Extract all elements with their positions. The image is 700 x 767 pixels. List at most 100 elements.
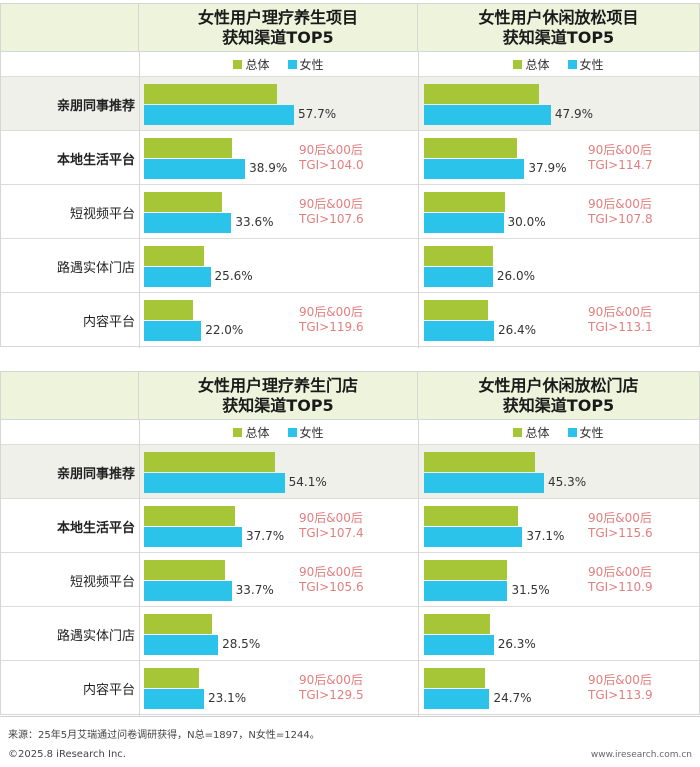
legend-item-female: 女性 bbox=[287, 424, 324, 441]
highlight-row-band bbox=[1, 444, 699, 498]
row-divider bbox=[1, 660, 699, 661]
bar-female bbox=[144, 105, 295, 125]
legend-item-female: 女性 bbox=[567, 424, 604, 441]
tgi-annotation-line: 90后&00后 bbox=[588, 511, 652, 525]
tgi-annotation-line: TGI>105.6 bbox=[299, 580, 364, 594]
chart-title-line: 获知渠道TOP5 bbox=[222, 395, 334, 415]
chart-title-line: 女性用户理疗养生门店 bbox=[197, 375, 358, 395]
bar-total bbox=[144, 84, 277, 104]
bar-female bbox=[424, 689, 490, 709]
category-label: 路遇实体门店 bbox=[56, 261, 135, 276]
bar-female bbox=[144, 321, 202, 341]
bar-female bbox=[424, 105, 551, 125]
bar-total bbox=[424, 300, 488, 320]
legend-swatch-total bbox=[233, 427, 243, 437]
legend-swatch-female bbox=[287, 59, 297, 69]
tgi-annotation: 90后&00后 TGI>129.5 bbox=[299, 673, 364, 703]
data-label: 31.5% bbox=[511, 583, 550, 597]
category-label: 本地生活平台 bbox=[56, 153, 135, 168]
category-label: 亲朋同事推荐 bbox=[56, 99, 135, 114]
footer-website: www.iresearch.com.cn bbox=[590, 750, 692, 760]
bar-female bbox=[144, 473, 285, 493]
legend-swatch-female bbox=[567, 59, 577, 69]
legend-swatch-female bbox=[287, 427, 297, 437]
bar-total bbox=[144, 452, 276, 472]
row-divider bbox=[1, 130, 699, 131]
bar-total bbox=[424, 452, 536, 472]
chart-legend: 总体 女性 bbox=[139, 420, 418, 444]
data-label: 33.6% bbox=[235, 215, 274, 229]
tgi-annotation: 90后&00后 TGI>113.1 bbox=[588, 305, 653, 335]
bar-total bbox=[144, 560, 225, 580]
bar-female bbox=[144, 581, 232, 601]
legend-label-female: 女性 bbox=[299, 57, 324, 72]
header-blank-cell bbox=[1, 372, 139, 420]
tgi-annotation-line: TGI>104.0 bbox=[299, 158, 364, 172]
legend-label-female: 女性 bbox=[579, 425, 604, 440]
legend-swatch-total bbox=[513, 427, 523, 437]
category-label: 内容平台 bbox=[82, 683, 135, 698]
data-label: 26.4% bbox=[497, 323, 537, 337]
category-label: 短视频平台 bbox=[69, 575, 135, 590]
tgi-annotation-line: TGI>114.7 bbox=[588, 158, 653, 172]
footer-source: 来源：25年5月艾瑞通过问卷调研获得，N总=1897，N女性=1244。 bbox=[8, 730, 320, 741]
chart-title-line: 获知渠道TOP5 bbox=[502, 27, 615, 47]
data-label: 45.3% bbox=[548, 475, 587, 489]
tgi-annotation-line: 90后&00后 bbox=[588, 143, 652, 157]
legend-swatch-total bbox=[233, 59, 243, 69]
legend-label-total: 总体 bbox=[525, 57, 550, 72]
tgi-annotation-line: TGI>113.9 bbox=[588, 688, 653, 702]
chart-title: 女性用户理疗养生项目 获知渠道TOP5 bbox=[139, 4, 418, 52]
legend-label-total: 总体 bbox=[245, 425, 270, 440]
data-label: 37.9% bbox=[528, 161, 567, 175]
tgi-annotation-line: TGI>129.5 bbox=[299, 688, 364, 702]
category-label: 短视频平台 bbox=[69, 207, 135, 222]
tgi-annotation-line: 90后&00后 bbox=[588, 565, 652, 579]
column-divider bbox=[418, 4, 419, 348]
bar-total bbox=[144, 138, 233, 158]
legend-swatch-total bbox=[513, 59, 523, 69]
column-divider bbox=[139, 372, 140, 716]
bar-total bbox=[144, 614, 212, 634]
bar-total bbox=[424, 506, 519, 526]
row-divider bbox=[1, 606, 699, 607]
data-label: 38.9% bbox=[249, 161, 288, 175]
legend-item-total: 总体 bbox=[233, 56, 270, 73]
tgi-annotation: 90后&00后 TGI>119.6 bbox=[299, 305, 364, 335]
data-label: 26.0% bbox=[496, 269, 536, 283]
bar-total bbox=[424, 560, 508, 580]
row-divider bbox=[1, 552, 699, 553]
highlight-row-band bbox=[1, 76, 699, 130]
legend-swatch-female bbox=[567, 427, 577, 437]
tgi-annotation-line: TGI>107.8 bbox=[588, 212, 653, 226]
bar-total bbox=[144, 246, 204, 266]
chart-title-line: 获知渠道TOP5 bbox=[222, 27, 334, 47]
row-divider bbox=[1, 444, 699, 445]
tgi-annotation: 90后&00后 TGI>107.6 bbox=[299, 197, 364, 227]
data-label: 23.1% bbox=[208, 691, 247, 705]
row-divider bbox=[1, 76, 699, 77]
bar-female bbox=[424, 527, 523, 547]
bar-female bbox=[424, 159, 525, 179]
bar-female bbox=[144, 689, 205, 709]
tgi-annotation-line: 90后&00后 bbox=[588, 673, 652, 687]
data-label: 33.7% bbox=[235, 583, 274, 597]
chart-title: 女性用户理疗养生门店 获知渠道TOP5 bbox=[139, 372, 418, 420]
tgi-annotation-line: 90后&00后 bbox=[299, 673, 363, 687]
chart-title: 女性用户休闲放松项目 获知渠道TOP5 bbox=[418, 4, 699, 52]
row-divider bbox=[1, 238, 699, 239]
bar-female bbox=[424, 473, 545, 493]
data-label: 54.1% bbox=[288, 475, 327, 489]
legend-item-total: 总体 bbox=[513, 56, 550, 73]
tgi-annotation-line: 90后&00后 bbox=[299, 305, 363, 319]
category-label: 本地生活平台 bbox=[56, 521, 135, 536]
category-label: 亲朋同事推荐 bbox=[56, 467, 135, 482]
tgi-annotation-line: TGI>107.6 bbox=[299, 212, 364, 226]
chart-title-line: 女性用户理疗养生项目 bbox=[197, 7, 358, 27]
bar-female bbox=[424, 267, 493, 287]
tgi-annotation-line: 90后&00后 bbox=[299, 143, 363, 157]
data-label: 30.0% bbox=[507, 215, 546, 229]
legend-label-female: 女性 bbox=[579, 57, 604, 72]
data-label: 37.7% bbox=[246, 529, 285, 543]
category-label: 内容平台 bbox=[82, 315, 135, 330]
